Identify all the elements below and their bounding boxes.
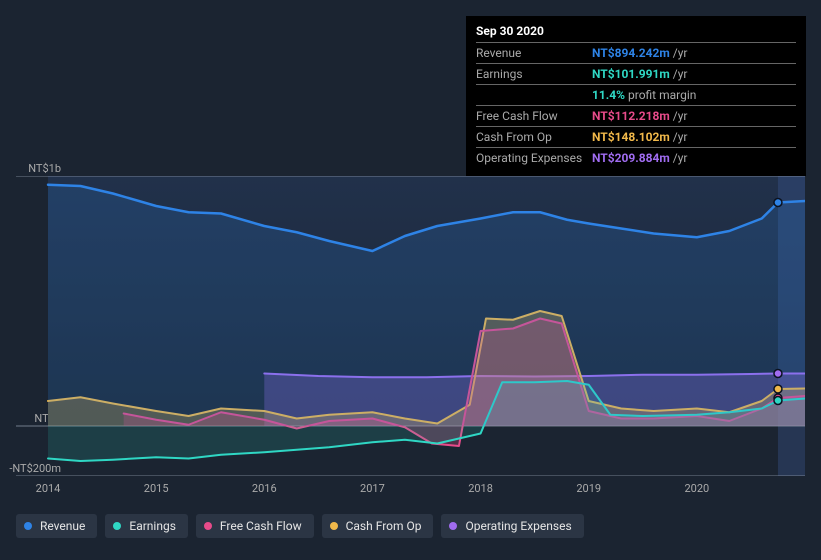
x-tick-label: 2018 [468, 482, 493, 495]
legend-dot [24, 522, 32, 530]
tooltip-row-value: NT$209.884m /yr [592, 151, 688, 165]
tooltip-row-value: 11.4% profit margin [592, 88, 696, 102]
tooltip-row-label: Operating Expenses [476, 151, 592, 165]
legend-item-operating_expenses[interactable]: Operating Expenses [441, 514, 583, 538]
legend-item-revenue[interactable]: Revenue [16, 514, 97, 538]
legend-item-free_cash_flow[interactable]: Free Cash Flow [196, 514, 314, 538]
tooltip-row-label: Earnings [476, 67, 592, 81]
legend-label: Revenue [40, 519, 85, 533]
legend-dot [330, 522, 338, 530]
legend-label: Free Cash Flow [220, 519, 302, 533]
legend-dot [113, 522, 121, 530]
legend-dot [449, 522, 457, 530]
tooltip-row: 11.4% profit margin [476, 84, 796, 105]
tooltip-row: RevenueNT$894.242m /yr [476, 42, 796, 63]
tooltip-row: EarningsNT$101.991m /yr [476, 63, 796, 84]
legend-item-cash_from_op[interactable]: Cash From Op [322, 514, 434, 538]
x-tick-label: 2016 [252, 482, 277, 495]
tooltip-row-value: NT$112.218m /yr [592, 109, 688, 123]
tooltip-row-label: Revenue [476, 46, 592, 60]
tooltip-row-value: NT$894.242m /yr [592, 46, 688, 60]
tooltip-date: Sep 30 2020 [476, 22, 796, 42]
tooltip-row-label [476, 88, 592, 102]
x-tick-label: 2015 [144, 482, 169, 495]
x-tick-label: 2014 [36, 482, 61, 495]
legend-dot [204, 522, 212, 530]
legend-label: Operating Expenses [465, 519, 571, 533]
y-tick-label: NT$1b [6, 162, 61, 175]
financials-chart[interactable] [16, 176, 805, 476]
x-tick-label: 2017 [360, 482, 385, 495]
x-tick-label: 2020 [684, 482, 709, 495]
tooltip-row-value: NT$101.991m /yr [592, 67, 688, 81]
hover-tooltip: Sep 30 2020 RevenueNT$894.242m /yrEarnin… [466, 16, 806, 176]
legend-item-earnings[interactable]: Earnings [105, 514, 188, 538]
tooltip-row: Cash From OpNT$148.102m /yr [476, 126, 796, 147]
legend: Revenue Earnings Free Cash Flow Cash From O… [16, 514, 584, 538]
tooltip-row: Operating ExpensesNT$209.884m /yr [476, 147, 796, 168]
x-tick-label: 2019 [576, 482, 601, 495]
tooltip-row-label: Free Cash Flow [476, 109, 592, 123]
legend-label: Cash From Op [346, 519, 422, 533]
tooltip-row-label: Cash From Op [476, 130, 592, 144]
x-axis: 2014 2015 2016 2017 2018 2019 2020 [16, 482, 805, 498]
legend-label: Earnings [129, 519, 176, 533]
tooltip-row: Free Cash FlowNT$112.218m /yr [476, 105, 796, 126]
tooltip-row-value: NT$148.102m /yr [592, 130, 688, 144]
